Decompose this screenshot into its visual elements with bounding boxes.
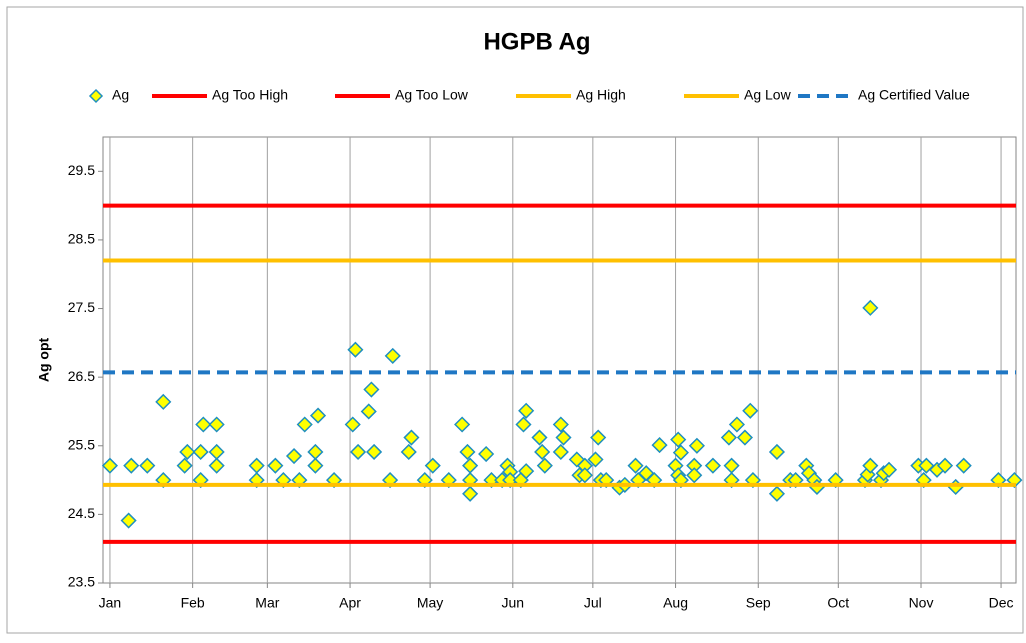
data-point xyxy=(651,437,668,454)
data-point xyxy=(723,457,740,474)
data-point xyxy=(179,443,196,461)
data-point xyxy=(534,443,551,461)
x-tick-label: Apr xyxy=(339,595,361,611)
data-point xyxy=(728,416,745,433)
y-tick-label: 25.5 xyxy=(68,436,95,452)
x-tick-label: Jun xyxy=(502,595,525,611)
data-point xyxy=(291,472,308,489)
data-point xyxy=(955,457,972,474)
data-point xyxy=(192,443,209,461)
legend-label: Ag Low xyxy=(744,87,792,103)
x-tick-label: Jan xyxy=(99,595,122,611)
data-point xyxy=(768,485,786,502)
data-point xyxy=(552,443,569,461)
data-point xyxy=(736,429,753,446)
data-point xyxy=(478,445,495,463)
data-point xyxy=(176,457,193,474)
data-point xyxy=(515,416,532,433)
data-point xyxy=(862,457,879,474)
x-tick-label: Nov xyxy=(909,595,934,611)
data-point xyxy=(363,381,380,398)
y-tick-label: 26.5 xyxy=(68,368,95,384)
x-tick-label: Feb xyxy=(181,595,205,611)
data-point xyxy=(531,429,548,446)
x-tick-label: Sep xyxy=(746,595,771,611)
data-point xyxy=(688,437,705,454)
data-point xyxy=(590,429,607,446)
data-point xyxy=(576,467,593,484)
data-point xyxy=(880,461,898,478)
data-point xyxy=(347,341,364,358)
x-tick-label: Oct xyxy=(827,595,849,611)
data-point xyxy=(285,448,303,465)
data-point xyxy=(344,416,361,433)
data-point xyxy=(686,467,703,484)
data-point xyxy=(672,444,689,461)
data-point xyxy=(454,416,471,433)
y-tick-label: 23.5 xyxy=(68,574,95,590)
data-point xyxy=(307,457,324,474)
legend-label: Ag Too Low xyxy=(395,87,469,103)
data-point xyxy=(208,457,225,474)
plot-area xyxy=(102,136,1017,584)
data-point xyxy=(936,457,954,474)
data-point xyxy=(424,457,441,474)
data-point xyxy=(720,429,737,446)
x-tick-label: May xyxy=(417,595,443,611)
data-point xyxy=(101,457,118,474)
data-point xyxy=(742,402,759,419)
data-point xyxy=(350,443,367,461)
data-point xyxy=(587,451,604,468)
x-tick-label: Jul xyxy=(584,595,602,611)
y-tick-label: 28.5 xyxy=(68,231,95,247)
data-point xyxy=(195,416,212,433)
legend-label: Ag Certified Value xyxy=(858,87,970,103)
data-point xyxy=(400,443,417,461)
data-point xyxy=(403,429,420,446)
x-tick-label: Dec xyxy=(989,595,1014,611)
data-point xyxy=(462,485,479,502)
data-point xyxy=(123,457,140,474)
data-point xyxy=(267,457,284,474)
x-tick-label: Aug xyxy=(663,595,688,611)
data-point xyxy=(518,463,535,480)
y-tick-label: 29.5 xyxy=(68,162,95,178)
legend-label: Ag Too High xyxy=(212,87,288,103)
data-point xyxy=(555,429,572,446)
legend-marker xyxy=(88,88,104,104)
legend-label: Ag xyxy=(112,87,129,103)
data-point xyxy=(536,457,553,474)
data-point xyxy=(918,457,935,474)
data-point xyxy=(120,512,137,529)
data-point xyxy=(627,457,644,474)
data-point xyxy=(552,416,569,433)
y-tick-label: 24.5 xyxy=(68,505,95,521)
data-point xyxy=(670,431,687,448)
data-point xyxy=(360,403,377,420)
x-tick-label: Mar xyxy=(255,595,279,611)
data-point xyxy=(704,457,721,474)
data-point xyxy=(139,457,156,474)
data-point xyxy=(518,402,535,419)
data-point xyxy=(309,407,327,424)
data-point xyxy=(366,443,383,461)
data-point xyxy=(768,443,786,461)
data-point xyxy=(155,393,172,410)
data-point xyxy=(296,416,313,433)
data-point xyxy=(208,416,225,433)
y-axis-title: Ag opt xyxy=(36,338,52,383)
data-point xyxy=(459,443,476,461)
data-point xyxy=(859,466,876,483)
data-point xyxy=(862,299,879,316)
data-point xyxy=(384,347,401,364)
data-point xyxy=(462,472,479,489)
y-tick-label: 27.5 xyxy=(68,299,95,315)
legend-label: Ag High xyxy=(576,87,626,103)
chart-title: HGPB Ag xyxy=(483,28,590,55)
